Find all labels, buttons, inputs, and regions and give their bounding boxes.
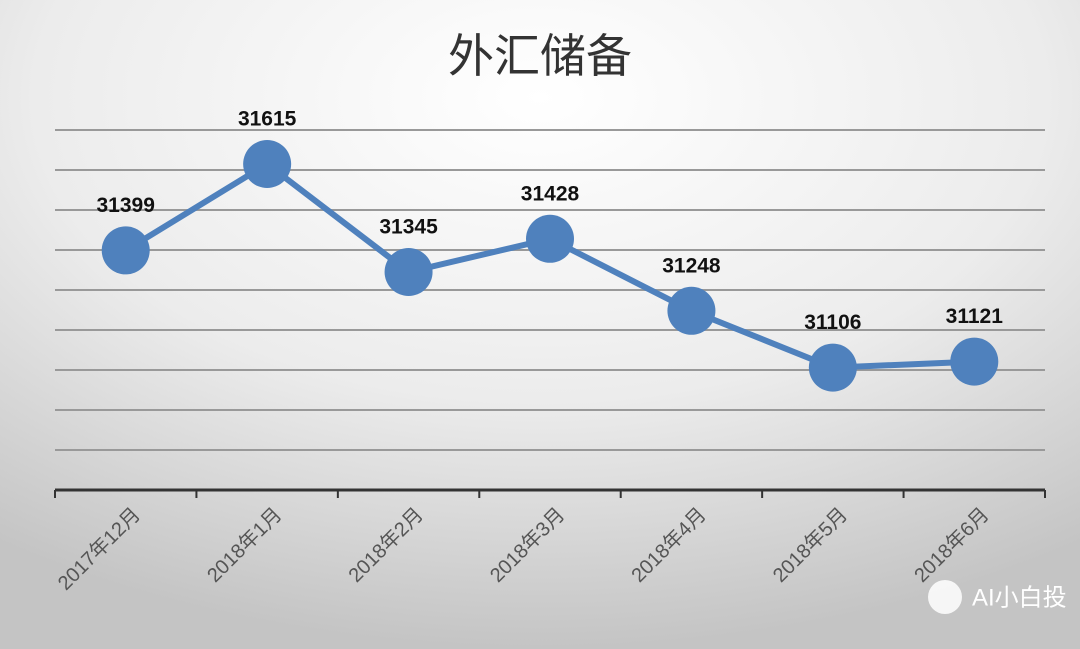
marker [950,337,999,386]
marker [667,286,716,335]
watermark-text: AI小白投 [972,584,1067,611]
watermark: AI小白投 [928,580,1067,614]
marker [101,226,150,275]
data-label: 31399 [97,194,155,217]
data-label: 31345 [379,216,438,239]
marker [808,343,857,392]
chart-title: 外汇储备 [448,30,632,82]
data-label: 31106 [804,311,861,334]
data-label: 31121 [946,305,1004,328]
data-label: 31428 [521,182,580,205]
data-label: 31615 [238,108,297,131]
marker [384,248,433,296]
data-label: 31248 [662,254,721,277]
watermark-icon [928,580,962,614]
marker [243,140,292,188]
marker [526,214,574,263]
